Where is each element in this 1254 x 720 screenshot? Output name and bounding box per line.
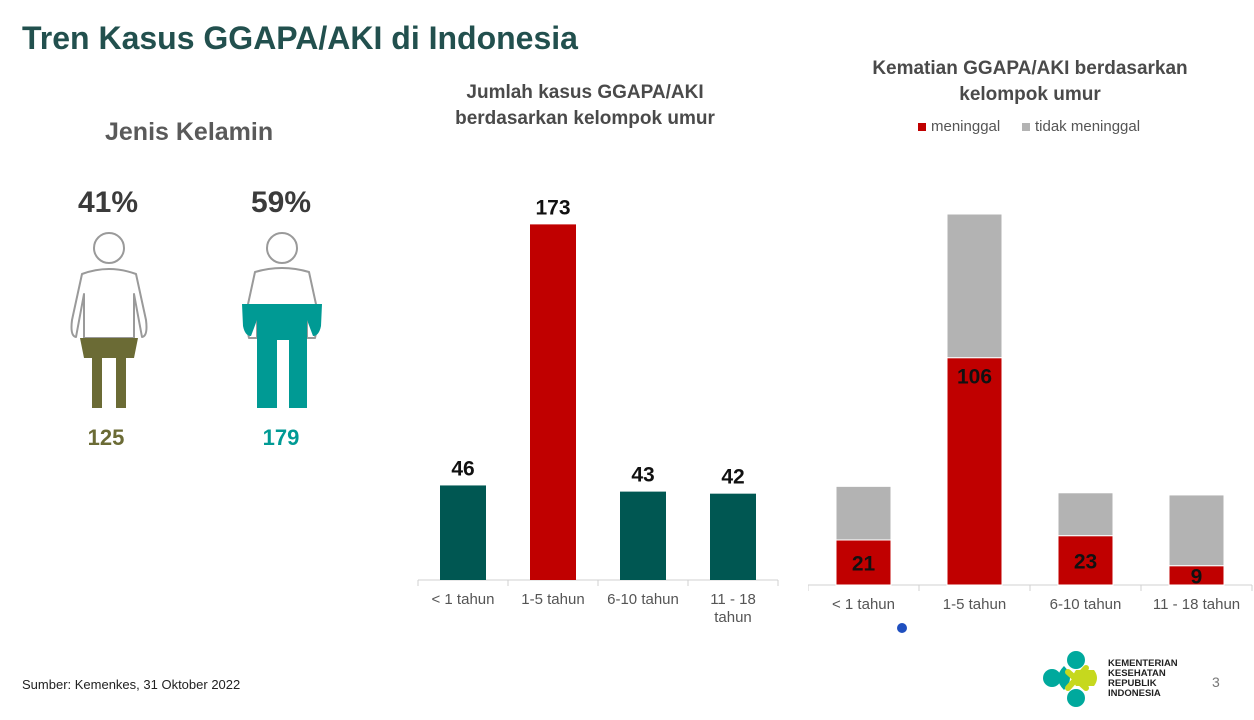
legend-tidak-meninggal: tidak meninggal (1022, 118, 1140, 135)
female-percent: 41% (77, 186, 139, 219)
chart2-data-label-6-10-tahun: 23 (1074, 550, 1097, 573)
chart2-data-label-1-tahun: 21 (852, 552, 876, 575)
legend-label-tidak-meninggal: tidak meninggal (1035, 118, 1141, 135)
legend-label-meninggal: meninggal (931, 118, 1001, 135)
chart2-bar-tidak-meninggal-1-tahun (835, 485, 892, 541)
logo-line: KESEHATAN (1108, 668, 1166, 679)
female-count: 125 (87, 425, 125, 450)
pointer-dot-icon (897, 623, 907, 633)
chart2-data-label-11-18-tahun: 9 (1191, 565, 1203, 588)
chart1-bar-6-10-tahun (620, 491, 666, 580)
logo-line: INDONESIA (1108, 688, 1161, 699)
chart1-bar-1-5-tahun (530, 224, 576, 580)
chart1-svg: 46 < 1 tahun 173 1-5 tahun 43 6-10 tahun 42 11 … (417, 196, 779, 626)
source-note: Sumber: Kemenkes, 31 Oktober 2022 (22, 677, 241, 692)
logo-line: REPUBLIK (1108, 678, 1157, 689)
chart2-bar-meninggal-1-tahun (835, 539, 892, 586)
chart1-bar-11-18-tahun (710, 493, 756, 580)
chart2-bar-meninggal-6-10-tahun (1057, 535, 1114, 586)
logo-line: KEMENTERIAN (1108, 658, 1178, 669)
page-number: 3 (1212, 674, 1220, 690)
legend-meninggal: meninggal (918, 118, 1000, 135)
female-figure-icon (70, 232, 148, 408)
chart1-tick-label-11-18-tahun: 11 - 18 tahun (710, 591, 756, 626)
chart2-bar-tidak-meninggal-11-18-tahun (1168, 494, 1225, 567)
chart1-data-label-1-tahun: 46 (451, 457, 474, 480)
chart1-data-label-1-5-tahun: 173 (535, 196, 570, 219)
chart1-data-label-11-18-tahun: 42 (721, 466, 744, 489)
chart2-data-label-1-5-tahun: 106 (957, 366, 992, 389)
chart2-svg: 21 < 1 tahun 106 1-5 tahun 23 6-10 tahun 9 11 -… (808, 213, 1253, 613)
chart1-bar-1-tahun (440, 485, 486, 580)
chart2-bar-tidak-meninggal-6-10-tahun (1057, 492, 1114, 537)
chart1-title: Jumlah kasus GGAPA/AKI berdasarkan kelom… (455, 82, 715, 129)
chart1-tick-label-1-5-tahun: 1-5 tahun (521, 591, 584, 608)
chart1-data-label-6-10-tahun: 43 (631, 464, 654, 487)
male-count: 179 (262, 425, 300, 450)
logo-text: KEMENTERIAN KESEHATAN REPUBLIK INDONESIA (1108, 659, 1178, 699)
chart1-tick-label-6-10-tahun: 6-10 tahun (607, 591, 679, 608)
chart2-bar-meninggal-1-5-tahun (946, 357, 1003, 586)
legend-swatch-meninggal (918, 123, 926, 132)
chart2-tick-label-1-tahun: < 1 tahun (832, 596, 895, 613)
chart2-tick-label-11-18-tahun: 11 - 18 tahun (1153, 596, 1240, 613)
kemenkes-logo-icon (1043, 651, 1097, 707)
chart2-tick-label-1-5-tahun: 1-5 tahun (943, 596, 1006, 613)
male-percent: 59% (250, 186, 312, 219)
male-figure-icon (242, 232, 322, 408)
chart2-title: Kematian GGAPA/AKI berdasarkan kelompok … (872, 58, 1188, 105)
chart1-tick-label-1-tahun: < 1 tahun (432, 591, 495, 608)
gender-section-title: Jenis Kelamin (105, 118, 274, 146)
page-title: Tren Kasus GGAPA/AKI di Indonesia (22, 20, 578, 56)
chart2-bar-tidak-meninggal-1-5-tahun (946, 213, 1003, 359)
chart2-tick-label-6-10-tahun: 6-10 tahun (1050, 596, 1122, 613)
legend-swatch-tidak-meninggal (1022, 123, 1030, 132)
